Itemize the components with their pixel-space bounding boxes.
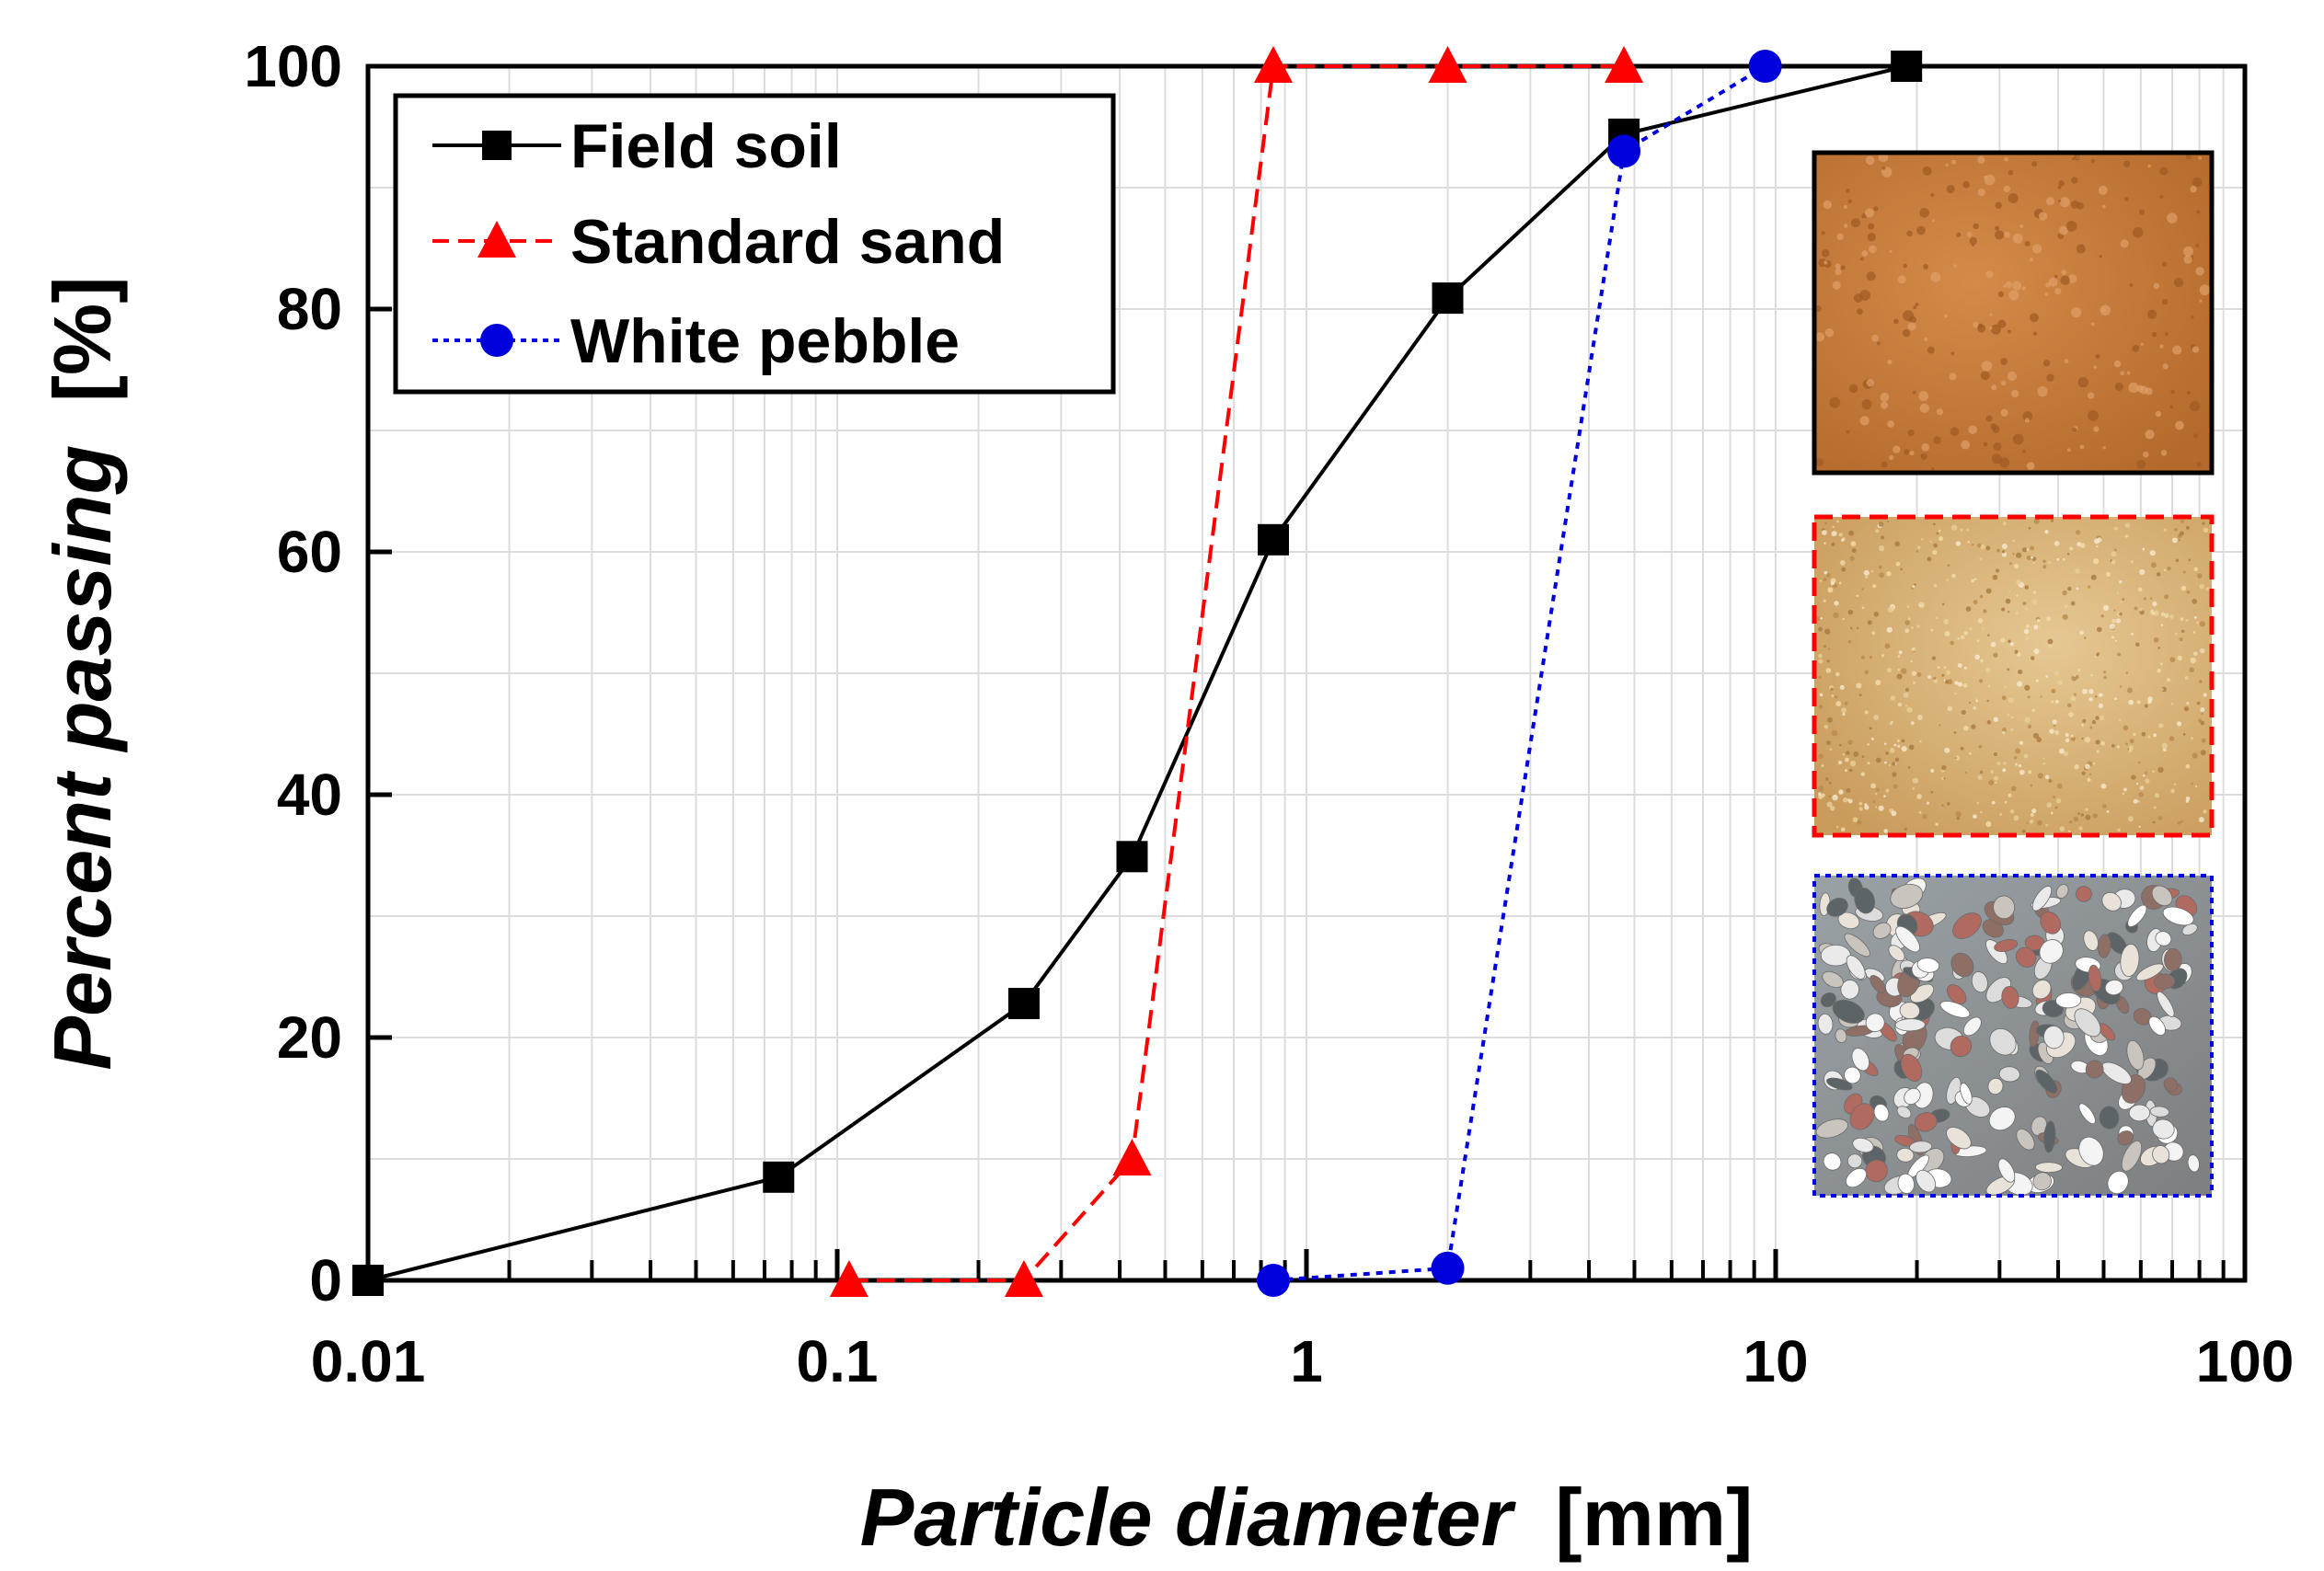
data-point [829, 1260, 869, 1297]
data-point [1004, 1260, 1043, 1297]
data-point [1112, 1139, 1152, 1175]
data-point [1428, 46, 1467, 83]
legend-entry-standard-sand: Standard sand [432, 207, 1005, 277]
data-point [1254, 46, 1294, 83]
y-tick-label: 0 [309, 1247, 342, 1313]
x-tick-label: 100 [2196, 1328, 2295, 1394]
x-tick-label: 0.1 [797, 1328, 879, 1394]
tick-labels: 0.01 0.1 1 10 100 0 20 40 60 80 100 [244, 33, 2294, 1394]
y-tick-label: 40 [277, 762, 342, 828]
y-axis-title-unit: [%] [37, 276, 128, 402]
y-tick-label: 80 [277, 276, 342, 342]
series-line [367, 64, 1907, 1282]
inset-photos [1812, 150, 2215, 1198]
series-line [1272, 64, 1766, 1282]
y-axis-title: Percent passing [%] [37, 276, 128, 1070]
series-standard-sand [829, 46, 1644, 1297]
legend-label-standard-sand: Standard sand [570, 207, 1005, 277]
y-tick-label: 100 [244, 33, 342, 99]
data-point [352, 1265, 384, 1296]
legend-marker-circle [480, 324, 513, 357]
data-point [1257, 1264, 1291, 1297]
field-soil-photo [1812, 150, 2215, 476]
y-tick-label: 60 [277, 519, 342, 585]
legend-entry-field-soil: Field soil [432, 111, 842, 181]
x-axis-title-main: Particle diameter [860, 1472, 1517, 1563]
series-layer [352, 46, 1923, 1297]
x-axis-title-unit: [mm] [1555, 1472, 1753, 1563]
legend: Field soil Standard sand White pebble [393, 93, 1116, 395]
x-tick-label: 0.01 [311, 1328, 426, 1394]
data-point [1432, 282, 1464, 315]
data-point [1431, 1251, 1465, 1285]
x-axis-title: Particle diameter [mm] [860, 1472, 1754, 1563]
legend-label-white-pebble: White pebble [570, 306, 960, 376]
data-point [1748, 50, 1782, 83]
y-tick-label: 20 [277, 1004, 342, 1071]
data-point [1891, 51, 1923, 82]
data-point [1258, 523, 1290, 556]
series-line [848, 64, 1625, 1282]
series-field-soil [352, 51, 1923, 1296]
legend-entry-white-pebble: White pebble [432, 306, 960, 376]
series-white-pebble [1257, 50, 1782, 1297]
data-point [763, 1161, 795, 1193]
data-point [1007, 988, 1040, 1020]
data-point [1116, 841, 1148, 873]
data-point [1605, 46, 1644, 83]
legend-marker-triangle [477, 221, 516, 258]
legend-marker-square [482, 131, 512, 160]
x-tick-label: 10 [1743, 1328, 1808, 1394]
y-axis-title-main: Percent passing [37, 445, 128, 1071]
standard-sand-photo [1812, 514, 2215, 838]
x-tick-label: 1 [1290, 1328, 1323, 1394]
white-pebble-photo [1812, 874, 2214, 1198]
data-point [1607, 134, 1641, 168]
legend-label-field-soil: Field soil [570, 111, 842, 181]
